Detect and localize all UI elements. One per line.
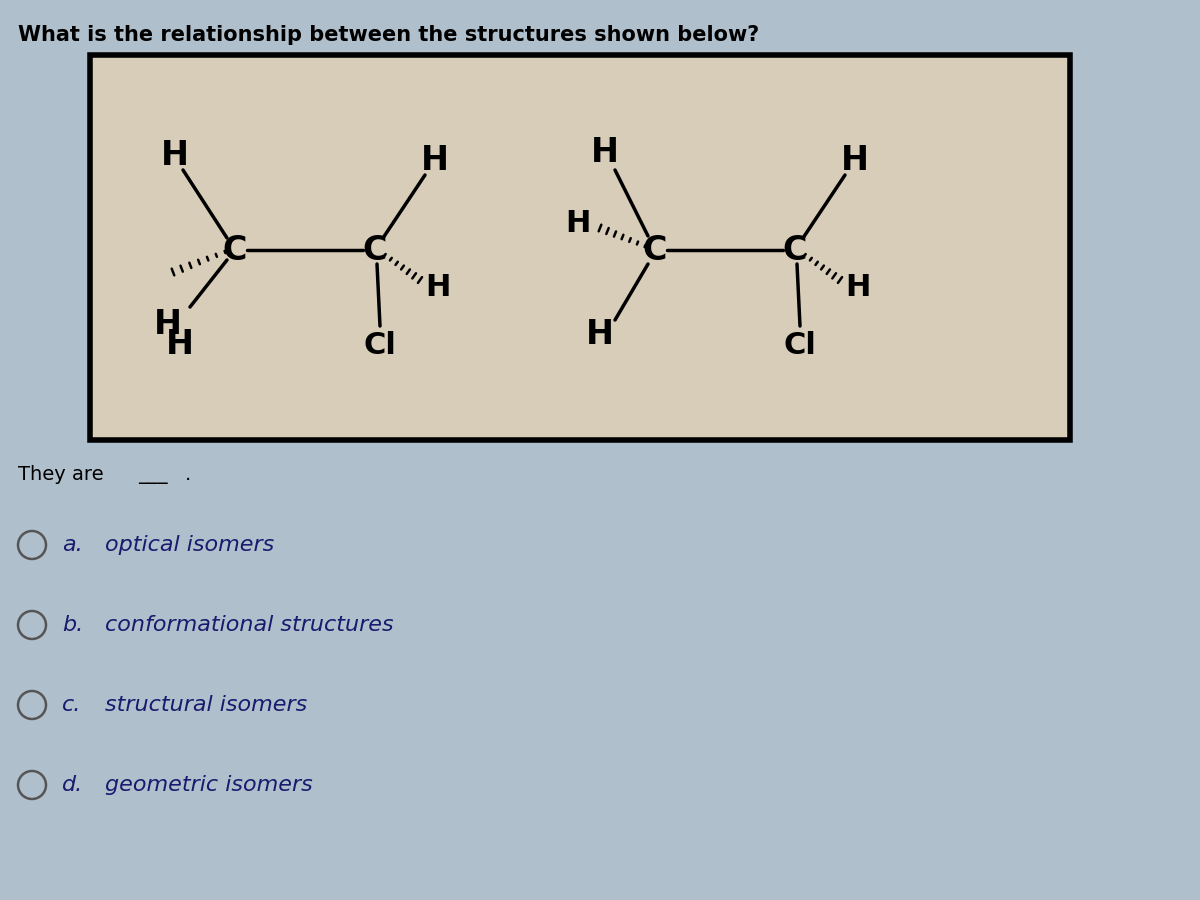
Text: C: C — [223, 233, 247, 266]
Text: H: H — [166, 328, 194, 362]
Text: H: H — [592, 137, 619, 169]
Text: What is the relationship between the structures shown below?: What is the relationship between the str… — [18, 25, 760, 45]
Text: b.: b. — [62, 615, 83, 635]
Text: Cl: Cl — [364, 331, 396, 361]
Text: H: H — [841, 143, 869, 176]
Text: ___: ___ — [138, 465, 168, 484]
Text: H: H — [586, 319, 614, 352]
Text: conformational structures: conformational structures — [106, 615, 394, 635]
Text: H: H — [425, 274, 451, 302]
Text: structural isomers: structural isomers — [106, 695, 307, 715]
FancyBboxPatch shape — [90, 55, 1070, 440]
Text: H: H — [154, 309, 182, 341]
Text: They are: They are — [18, 465, 103, 484]
Text: .: . — [185, 465, 191, 484]
Text: c.: c. — [62, 695, 82, 715]
Text: C: C — [782, 233, 808, 266]
Text: optical isomers: optical isomers — [106, 535, 275, 555]
Text: C: C — [362, 233, 388, 266]
Text: Cl: Cl — [784, 331, 816, 361]
Text: H: H — [845, 274, 871, 302]
Text: H: H — [565, 209, 590, 238]
Text: H: H — [161, 139, 190, 172]
Text: d.: d. — [62, 775, 83, 795]
Text: a.: a. — [62, 535, 83, 555]
Text: geometric isomers: geometric isomers — [106, 775, 313, 795]
Text: H: H — [421, 143, 449, 176]
Text: C: C — [643, 233, 667, 266]
